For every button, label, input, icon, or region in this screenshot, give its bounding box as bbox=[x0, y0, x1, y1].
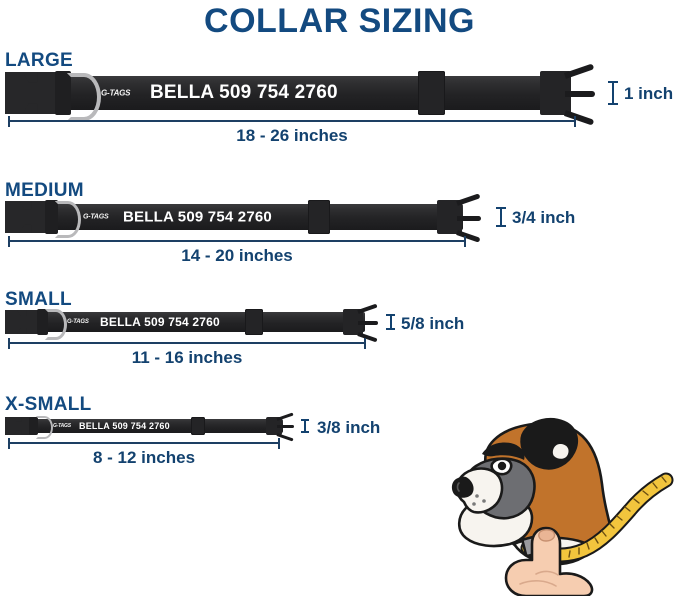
buckle-prongs bbox=[276, 412, 297, 442]
collar-keeper-loop bbox=[37, 309, 48, 335]
buckle-prong-bottom bbox=[357, 331, 378, 343]
d-ring bbox=[67, 73, 101, 121]
width-indicator-stem bbox=[304, 419, 306, 433]
length-measure-line-small bbox=[8, 338, 366, 349]
width-indicator-cap-bottom bbox=[496, 225, 506, 227]
size-row-xsmall: X-SMALL G-TAGS BELLA 509 754 2760 3/8 in… bbox=[0, 394, 679, 489]
buckle-prong-middle bbox=[358, 320, 378, 325]
collar-strap bbox=[5, 419, 283, 433]
buckle-prong-top bbox=[276, 412, 294, 421]
collar-strap bbox=[5, 204, 463, 230]
collar-end-tab bbox=[5, 71, 57, 115]
collar-buckle bbox=[266, 416, 282, 436]
collar-width-label-medium: 3/4 inch bbox=[512, 208, 576, 227]
d-ring bbox=[45, 309, 67, 340]
collar-graphic-large: G-TAGS BELLA 509 754 2760 bbox=[5, 63, 595, 126]
size-label-large: LARGE bbox=[5, 50, 73, 71]
width-indicator-cap-bottom bbox=[386, 328, 395, 330]
collar-keeper-loop bbox=[29, 417, 38, 435]
collar-end-tab bbox=[5, 309, 39, 335]
collar-length-label-small: 11 - 16 inches bbox=[131, 348, 243, 367]
width-indicator-cap-bottom bbox=[301, 431, 309, 433]
collar-graphic-small: G-TAGS BELLA 509 754 2760 bbox=[5, 303, 378, 343]
d-ring bbox=[55, 201, 81, 238]
measure-tick-right bbox=[278, 438, 280, 449]
width-indicator-stem bbox=[389, 314, 392, 330]
width-indicator-large bbox=[608, 81, 618, 105]
d-ring bbox=[36, 416, 53, 439]
width-indicator-cap-top bbox=[386, 314, 395, 316]
engraved-text-small: BELLA 509 754 2760 bbox=[100, 315, 220, 329]
width-indicator-cap-top bbox=[301, 419, 309, 421]
buckle-prong-middle bbox=[565, 91, 595, 98]
buckle-prong-top bbox=[456, 193, 481, 207]
engraved-text-large: BELLA 509 754 2760 bbox=[150, 82, 338, 103]
length-measure-line-xsmall bbox=[8, 438, 280, 449]
width-indicator-medium bbox=[496, 207, 506, 227]
buckle-prongs bbox=[456, 193, 485, 243]
engraved-text-medium: BELLA 509 754 2760 bbox=[123, 208, 272, 226]
collar-length-label-xsmall: 8 - 12 inches bbox=[92, 448, 196, 467]
buckle-prong-middle bbox=[457, 215, 481, 221]
measure-tick-right bbox=[574, 116, 576, 127]
collar-strap bbox=[5, 312, 365, 332]
size-row-large: LARGE G-TAGS BELLA 509 754 2760 1 inch bbox=[0, 50, 679, 165]
collar-adjuster-slider bbox=[308, 199, 330, 235]
buckle-prongs bbox=[357, 303, 382, 343]
collar-adjuster-slider bbox=[418, 70, 445, 116]
width-indicator-stem bbox=[612, 81, 614, 105]
measure-tick-right bbox=[464, 236, 466, 247]
collar-keeper-loop bbox=[45, 200, 58, 234]
buckle-prong-bottom bbox=[564, 109, 595, 126]
length-measure-line-medium bbox=[8, 236, 466, 247]
width-indicator-xsmall bbox=[301, 419, 309, 433]
size-label-xsmall: X-SMALL bbox=[5, 394, 92, 415]
page-title: COLLAR SIZING bbox=[204, 2, 475, 40]
collar-width-label-small: 5/8 inch bbox=[401, 314, 465, 333]
buckle-prong-middle bbox=[277, 425, 294, 429]
brand-logo: G-TAGS bbox=[53, 423, 71, 429]
collar-width-label-large: 1 inch bbox=[624, 84, 674, 103]
length-measure-line-large bbox=[8, 116, 576, 127]
width-indicator-cap-top bbox=[496, 207, 506, 209]
buckle-prongs bbox=[564, 63, 599, 126]
width-indicator-stem bbox=[500, 207, 502, 227]
collar-adjuster-slider bbox=[191, 416, 205, 436]
measure-tick-left bbox=[8, 236, 10, 247]
collar-end-tab bbox=[5, 200, 47, 234]
measure-tick-left bbox=[8, 116, 10, 127]
size-row-small: SMALL G-TAGS BELLA 509 754 2760 5/8 inch bbox=[0, 289, 679, 389]
collar-buckle bbox=[343, 308, 363, 336]
engraved-text-xsmall: BELLA 509 754 2760 bbox=[79, 421, 170, 431]
collar-graphic-medium: G-TAGS BELLA 509 754 2760 bbox=[5, 193, 481, 243]
buckle-prong-top bbox=[357, 303, 378, 314]
size-label-medium: MEDIUM bbox=[5, 180, 84, 201]
collar-length-label-medium: 14 - 20 inches bbox=[181, 246, 293, 265]
measure-tick-right bbox=[364, 338, 366, 349]
measure-tick-left bbox=[8, 438, 10, 449]
boxer-dog-measuring-illustration bbox=[440, 398, 679, 598]
brand-logo: G-TAGS bbox=[67, 319, 89, 325]
brand-logo: G-TAGS bbox=[83, 213, 109, 221]
width-indicator-cap-top bbox=[608, 81, 618, 83]
brand-logo: G-TAGS bbox=[101, 88, 131, 98]
collar-end-tab bbox=[5, 417, 31, 435]
collar-graphic-xsmall: G-TAGS BELLA 509 754 2760 bbox=[5, 412, 294, 442]
collar-length-label-large: 18 - 26 inches bbox=[236, 126, 348, 145]
width-indicator-cap-bottom bbox=[608, 103, 618, 105]
width-indicator-small bbox=[386, 314, 395, 330]
collar-adjuster-slider bbox=[245, 308, 263, 336]
size-label-small: SMALL bbox=[5, 289, 72, 310]
buckle-prong-top bbox=[564, 63, 595, 79]
measure-tick-left bbox=[8, 338, 10, 349]
collar-width-label-xsmall: 3/8 inch bbox=[317, 418, 381, 437]
size-row-medium: MEDIUM G-TAGS BELLA 509 754 2760 3/4 inc… bbox=[0, 180, 679, 290]
